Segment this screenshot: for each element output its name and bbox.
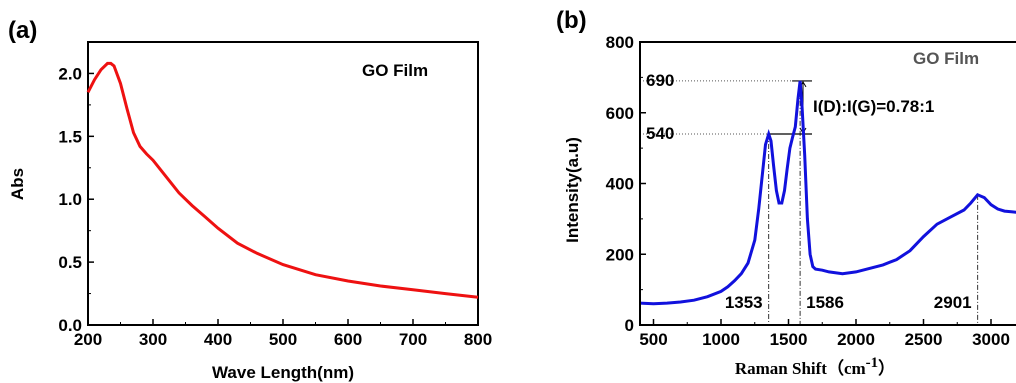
panel-a-ticks: 200 300 400 500 600 700 800 0.0 0.5 1.0 1.5 2.0	[58, 64, 492, 349]
panel-a-ytick-label: 1.0	[58, 190, 82, 209]
panel-b-xlabel-main: Raman Shift（cm	[735, 358, 866, 378]
panel-a-legend: GO Film	[362, 61, 428, 80]
panel-b-xtick-label: 2000	[837, 330, 875, 349]
panel-b-xlabel-close: ）	[878, 358, 895, 378]
panel-b-xtick-label: 500	[639, 330, 667, 349]
panel-b-ratio-label: I(D):I(G)=0.78:1	[813, 97, 934, 116]
panel-b-ytick-label: 0	[625, 316, 634, 335]
panel-a-frame	[87, 41, 479, 326]
panel-b-frame	[639, 41, 1016, 326]
panel-a-ylabel: Abs	[8, 168, 27, 200]
panel-b-legend: GO Film	[913, 49, 979, 68]
panel-b-series-line	[639, 80, 1016, 306]
panel-a-xtick-label: 800	[464, 330, 492, 349]
panel-b-peak-label: 1353	[725, 293, 763, 312]
panel-a-xtick-label: 700	[399, 330, 427, 349]
panel-a-xlabel: Wave Length(nm)	[212, 363, 354, 382]
panel-a-ytick-label: 1.5	[58, 127, 82, 146]
panel-b-ylabel: Intensity(a.u)	[563, 137, 582, 243]
panel-a: (a) 200 300 400 500 600 700 800 0.0 0.5 1.0 1.5 2.0…	[8, 17, 492, 382]
panel-a-xtick-label: 400	[204, 330, 232, 349]
panel-b-xtick-label: 2500	[905, 330, 943, 349]
panel-b-guides: 1353 1586 2901 690 540	[640, 71, 979, 325]
panel-b-ytick-label: 600	[606, 104, 634, 123]
panel-a-ytick-label: 2.0	[58, 64, 82, 83]
panel-a-xtick-label: 600	[334, 330, 362, 349]
panel-a-ytick-label: 0.0	[58, 316, 82, 335]
panel-b-xtick-label: 3000	[972, 330, 1010, 349]
panel-a-ytick-label: 0.5	[58, 253, 82, 272]
panel-b-label: (b)	[556, 7, 587, 34]
panel-b-ticks: 500 1000 1500 2000 2500 3000 0 200 400 600 800	[606, 33, 1010, 349]
panel-b-xtick-label: 1500	[770, 330, 808, 349]
panel-b-ytick-label: 400	[606, 175, 634, 194]
panel-b-level-label: 540	[646, 124, 674, 143]
panel-a-xtick-label: 300	[139, 330, 167, 349]
panel-b-peak-label: 1586	[806, 293, 844, 312]
panel-a-series-line	[86, 61, 479, 299]
panel-a-xtick-label: 500	[269, 330, 297, 349]
panel-b-xlabel: Raman Shift（cm-1）	[735, 355, 895, 378]
panel-a-label: (a)	[8, 17, 37, 44]
panel-b-xtick-label: 1000	[702, 330, 740, 349]
panel-b-peak-label: 2901	[934, 293, 972, 312]
panel-b-ytick-label: 800	[606, 33, 634, 52]
panel-b-ytick-label: 200	[606, 245, 634, 264]
panel-b-level-label: 690	[646, 71, 674, 90]
panel-b-xlabel-sup: -1	[866, 355, 879, 371]
panel-a-xtick-label: 200	[74, 330, 102, 349]
